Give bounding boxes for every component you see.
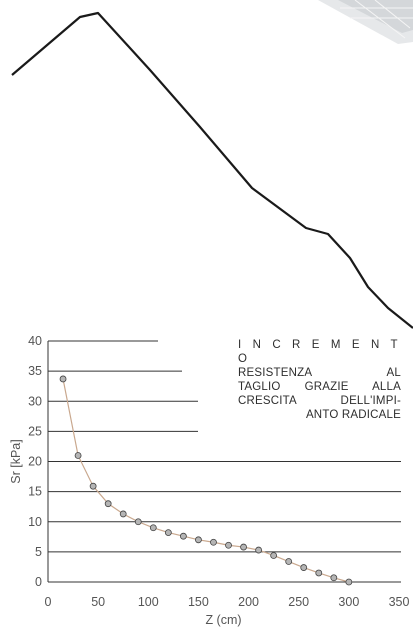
y-tick-label-30: 30 [28, 394, 42, 408]
y-tick-label-20: 20 [28, 455, 42, 469]
data-point-10 [210, 538, 217, 546]
y-tick-label-25: 25 [28, 424, 42, 438]
data-point-13 [255, 546, 263, 554]
annotation-line-4: CRESCITA DELL'IMPI- [238, 395, 401, 407]
data-point-9 [195, 536, 202, 544]
data-point-1 [74, 452, 82, 459]
plot-area: 0 5 10 15 20 25 30 35 40 0 50 100 150 200 250 300 350 Z (… [9, 334, 409, 627]
slope-profile-line [11, 11, 413, 329]
x-axis-title: Z (cm) [205, 613, 241, 627]
data-point-2 [89, 482, 97, 490]
x-tick-label-150: 150 [188, 595, 209, 609]
data-point-6 [149, 524, 157, 532]
data-point-14 [270, 552, 278, 559]
y-tick-label-40: 40 [28, 334, 42, 348]
annotation-line-1: I N C R E M E N T O [238, 339, 401, 365]
x-tick-label-50: 50 [91, 595, 105, 609]
data-point-17 [315, 569, 323, 577]
x-tick-label-0: 0 [45, 595, 52, 609]
x-tick-label-350: 350 [389, 595, 410, 609]
x-tick-label-100: 100 [138, 595, 159, 609]
data-point-0 [59, 375, 67, 383]
annotation-line-3: TAGLIO GRAZIE ALLA [238, 381, 401, 393]
data-point-11 [225, 541, 232, 549]
data-point-5 [134, 518, 142, 526]
y-tick-label-35: 35 [28, 364, 42, 378]
y-tick-label-0: 0 [35, 575, 42, 589]
data-point-19 [345, 578, 353, 586]
annotation-text: I N C R E M E N T O RESISTENZA AL TAGLIO… [238, 338, 401, 422]
y-tick-label-5: 5 [35, 545, 42, 559]
x-tick-label-300: 300 [338, 595, 359, 609]
x-tick-label-200: 200 [238, 595, 259, 609]
solar-panel-illustration [318, 0, 413, 44]
annotation-line-2: RESISTENZA AL [238, 367, 401, 379]
y-tick-label-10: 10 [28, 515, 42, 529]
data-point-15 [285, 558, 293, 565]
data-point-12 [240, 543, 247, 551]
y-tick-label-15: 15 [28, 485, 42, 499]
data-point-18 [330, 574, 338, 582]
data-point-4 [119, 510, 127, 518]
y-axis-title: Sr [kPa] [9, 439, 23, 483]
x-tick-label-250: 250 [288, 595, 309, 609]
annotation-line-5: ANTO RADICALE [305, 409, 401, 421]
data-point-16 [300, 564, 308, 571]
data-point-8 [179, 532, 187, 540]
data-point-7 [164, 529, 172, 536]
data-point-3 [104, 500, 112, 508]
